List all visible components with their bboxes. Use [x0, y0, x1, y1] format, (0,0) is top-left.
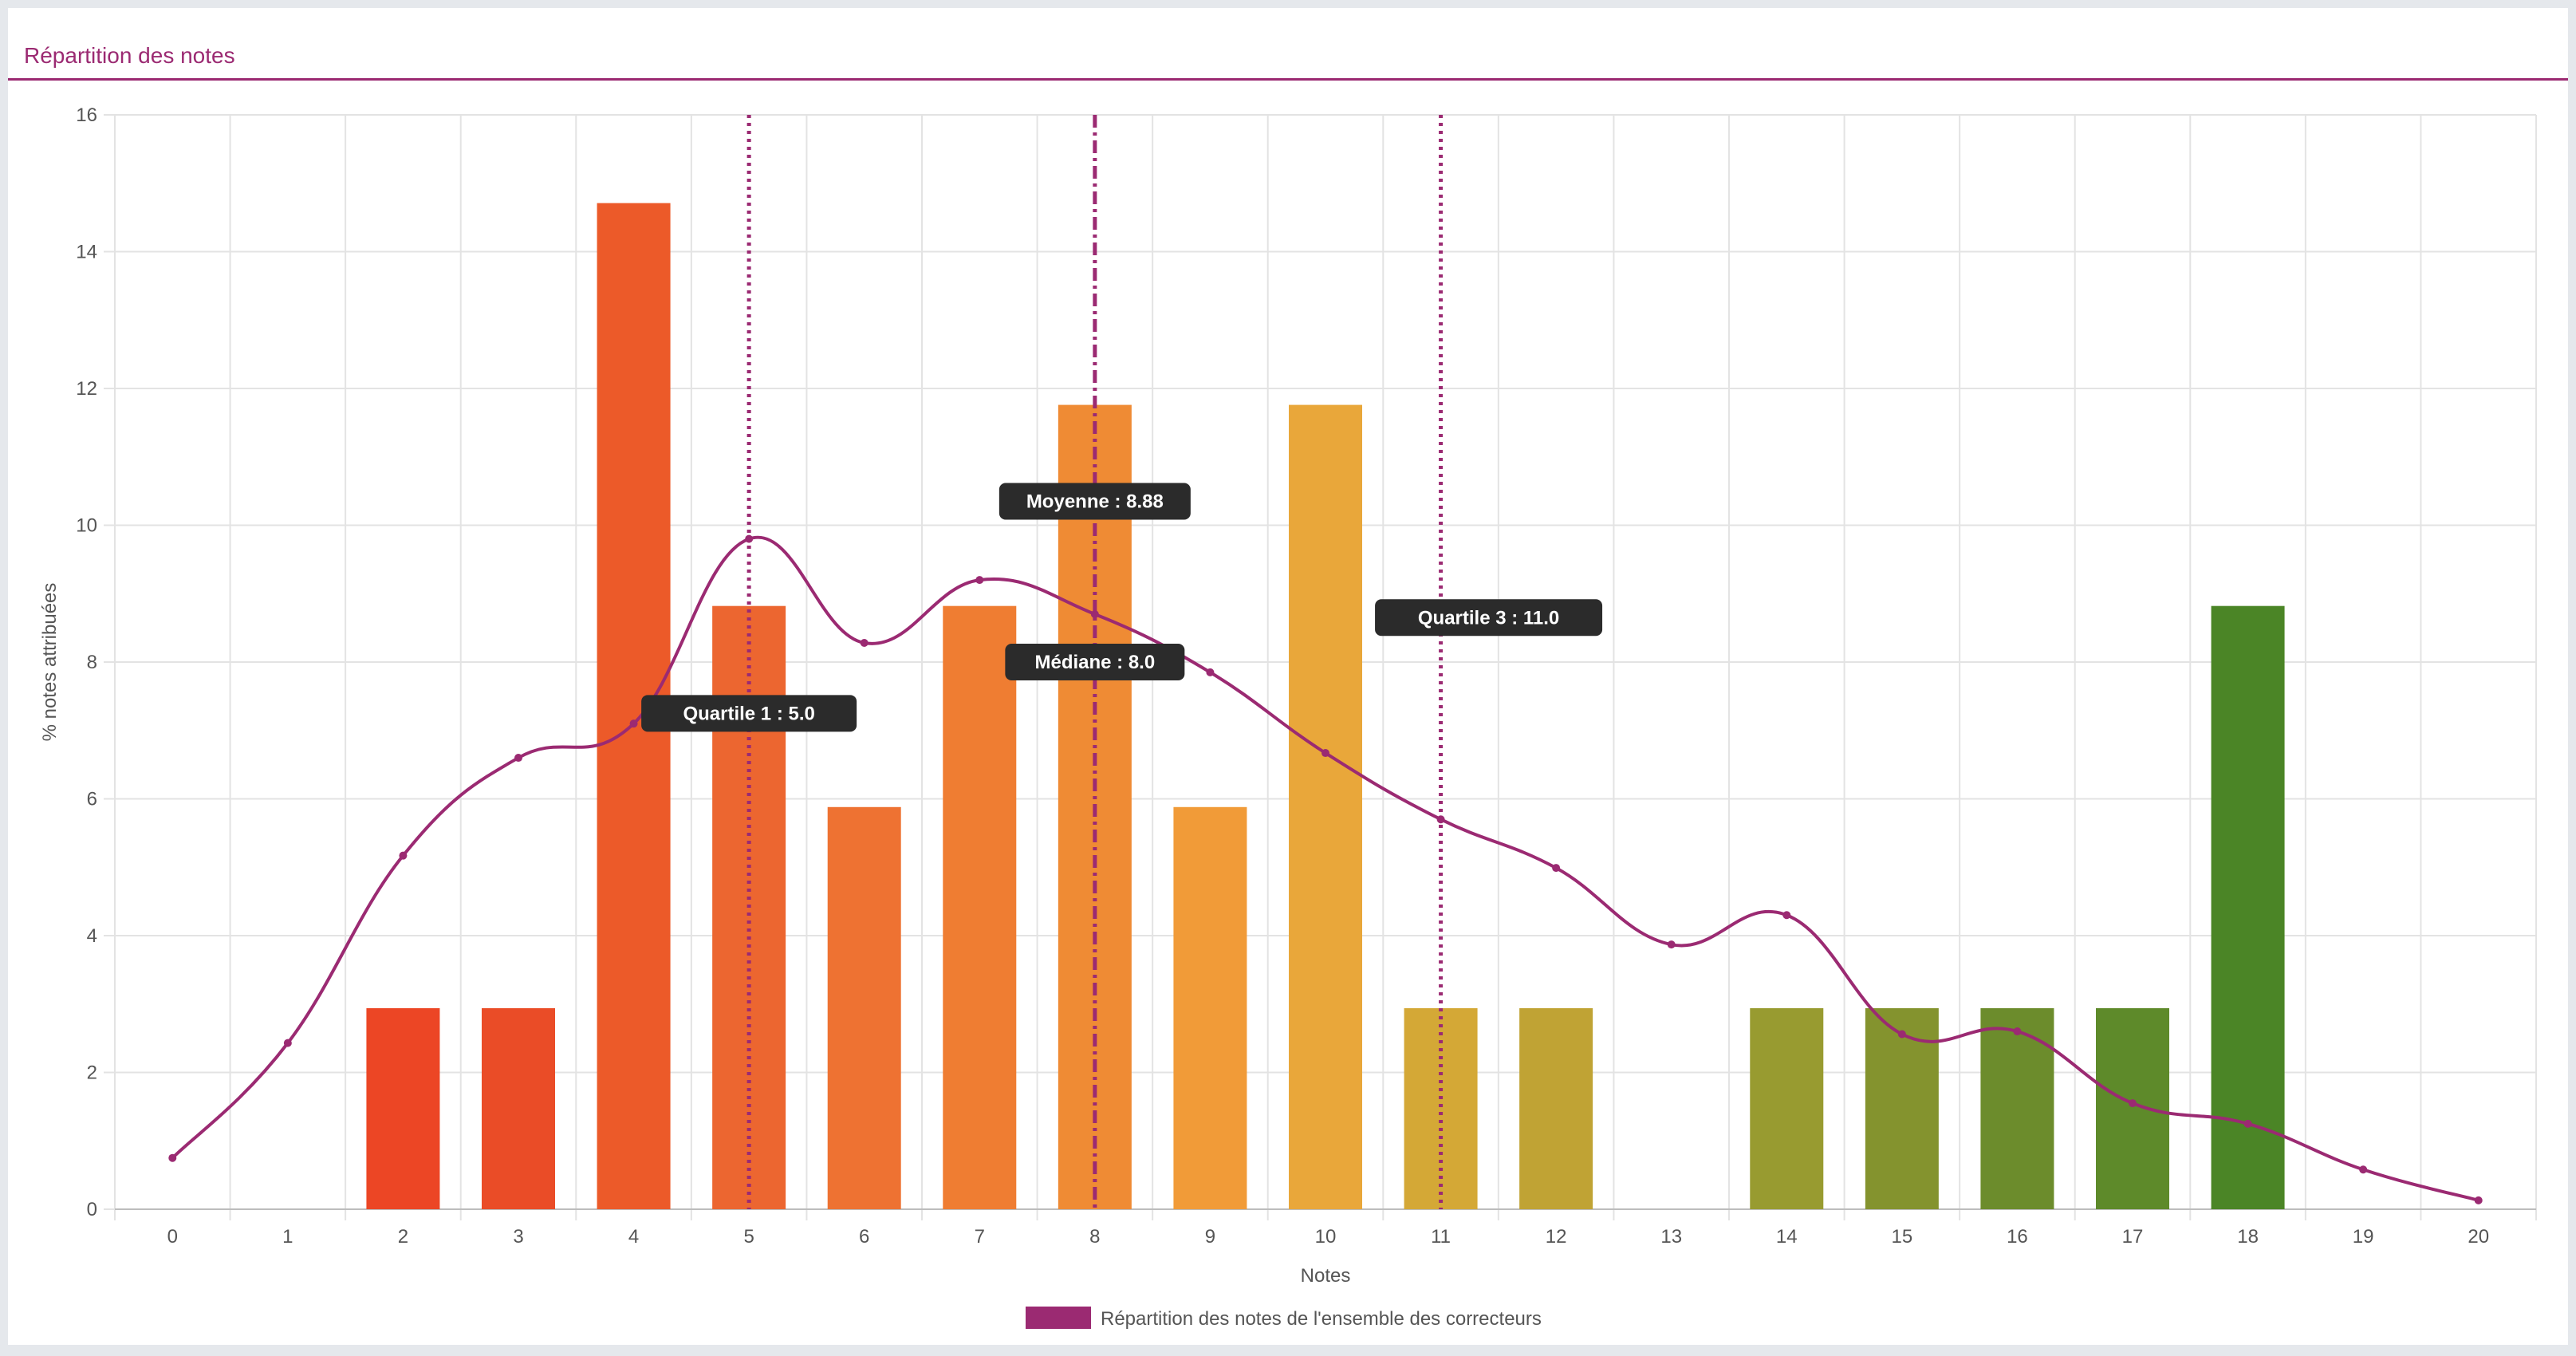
- trend-line-point: [2013, 1027, 2022, 1036]
- trend-line-point: [2474, 1196, 2483, 1204]
- reference-label-text: Quartile 3 : 11.0: [1418, 607, 1559, 629]
- y-tick-label: 12: [76, 378, 97, 400]
- trend-line-point: [283, 1039, 292, 1047]
- reference-label: Quartile 3 : 11.0: [1375, 599, 1603, 637]
- x-tick-label: 14: [1776, 1226, 1798, 1248]
- trend-line-point: [629, 719, 638, 728]
- y-tick-label: 4: [87, 925, 97, 947]
- trend-line-point: [168, 1153, 177, 1162]
- reference-label-text: Quartile 1 : 5.0: [683, 703, 814, 724]
- bars: [366, 203, 2285, 1210]
- x-tick-label: 8: [1089, 1226, 1100, 1248]
- reference-label-text: Médiane : 8.0: [1034, 652, 1155, 673]
- bar: [1519, 1007, 1593, 1209]
- x-tick-label: 15: [1892, 1226, 1913, 1248]
- grid: [104, 114, 2537, 1220]
- trend-line-point: [1552, 864, 1561, 873]
- x-tick-label: 17: [2122, 1226, 2144, 1248]
- x-tick-label: 1: [282, 1226, 293, 1248]
- x-tick-label: 2: [398, 1226, 408, 1248]
- x-tick-label: 20: [2468, 1226, 2489, 1248]
- x-tick-label: 16: [2007, 1226, 2028, 1248]
- y-tick-label: 8: [87, 652, 97, 673]
- reference-label: Quartile 1 : 5.0: [641, 695, 857, 732]
- bar: [1750, 1007, 1824, 1209]
- legend[interactable]: Répartition des notes de l'ensemble des …: [1026, 1307, 1542, 1330]
- bar: [1404, 1007, 1478, 1209]
- bar: [1173, 806, 1247, 1209]
- panel-header: Répartition des notes: [8, 8, 2568, 81]
- reference-label: Médiane : 8.0: [1005, 644, 1185, 680]
- trend-line: [168, 534, 2483, 1204]
- y-tick-label: 2: [87, 1062, 97, 1084]
- x-tick-label: 10: [1315, 1226, 1337, 1248]
- reference-label: Moyenne : 8.88: [998, 483, 1191, 520]
- trend-line-point: [2129, 1099, 2137, 1108]
- x-tick-label: 13: [1660, 1226, 1682, 1248]
- trend-line-point: [399, 851, 408, 860]
- y-axis-title: % notes attribuées: [39, 583, 61, 742]
- reference-label-box: [1375, 599, 1603, 637]
- bar: [482, 1007, 555, 1209]
- x-tick-label: 9: [1205, 1226, 1215, 1248]
- y-tick-label: 14: [76, 242, 97, 263]
- bar: [366, 1007, 440, 1209]
- bar: [1289, 404, 1362, 1210]
- trend-line-point: [2359, 1165, 2368, 1174]
- trend-line-point: [1090, 609, 1099, 618]
- x-tick-label: 5: [743, 1226, 754, 1248]
- y-tick-label: 0: [87, 1199, 97, 1220]
- bar: [2211, 605, 2285, 1209]
- legend-swatch[interactable]: [1026, 1307, 1091, 1329]
- x-tick-label: 19: [2353, 1226, 2374, 1248]
- trend-line-path: [171, 535, 2479, 1202]
- x-tick-label: 12: [1546, 1226, 1567, 1248]
- x-tick-label: 11: [1431, 1226, 1451, 1248]
- reference-label-box: [641, 695, 857, 732]
- bar: [1980, 1007, 2054, 1209]
- y-tick-label: 10: [76, 515, 97, 537]
- bar: [1865, 1007, 1939, 1209]
- trend-line-point: [860, 638, 869, 647]
- x-tick-label: 6: [859, 1226, 869, 1248]
- trend-line-point: [1667, 940, 1676, 949]
- y-tick-label: 16: [76, 104, 97, 126]
- trend-line-point: [1782, 911, 1791, 920]
- trend-line-point: [2243, 1119, 2252, 1128]
- trend-line-point: [1436, 815, 1445, 824]
- trend-line-point: [514, 754, 522, 763]
- x-tick-label: 18: [2237, 1226, 2259, 1248]
- x-tick-label: 7: [975, 1226, 985, 1248]
- trend-line-point: [1897, 1030, 1906, 1039]
- trend-line-point: [745, 534, 754, 543]
- x-tick-label: 4: [628, 1226, 639, 1248]
- legend-label[interactable]: Répartition des notes de l'ensemble des …: [1101, 1308, 1542, 1330]
- reference-label-text: Moyenne : 8.88: [1026, 491, 1164, 512]
- trend-line-point: [1321, 749, 1329, 758]
- trend-line-point: [975, 576, 984, 585]
- x-axis-title: Notes: [1301, 1265, 1351, 1287]
- reference-labels: Quartile 1 : 5.0 Médiane : 8.0 Moyenne : 8…: [641, 483, 1603, 732]
- reference-label-box: [1005, 644, 1185, 680]
- panel-title: Répartition des notes: [24, 43, 235, 68]
- bar: [827, 806, 901, 1209]
- bar: [2096, 1007, 2169, 1209]
- y-tick-label: 6: [87, 789, 97, 810]
- trend-line-point: [1206, 668, 1215, 676]
- reference-label-box: [998, 483, 1191, 520]
- x-tick-label: 3: [513, 1226, 523, 1248]
- x-tick-label: 0: [167, 1226, 178, 1248]
- bar: [943, 605, 1017, 1209]
